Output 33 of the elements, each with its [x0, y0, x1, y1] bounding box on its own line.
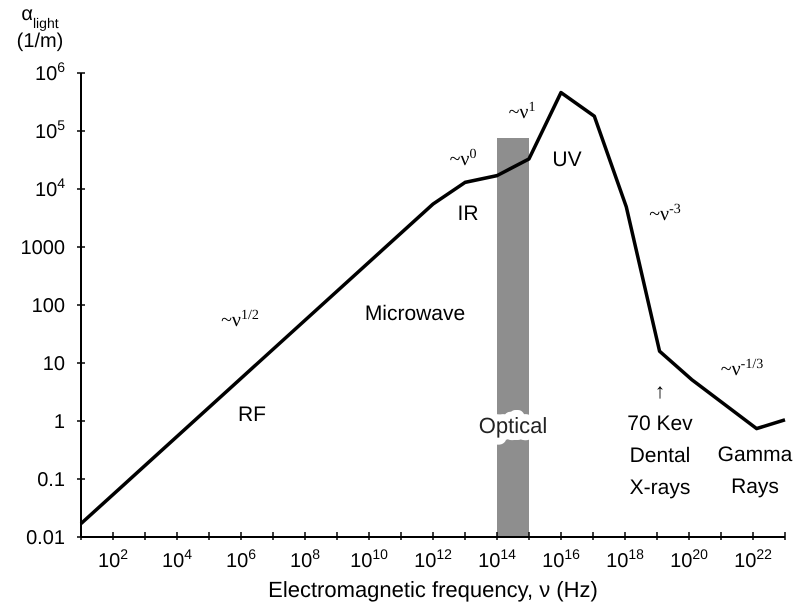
- annotation: Microwave: [364, 302, 466, 325]
- y-tick-label: 10$^{6}$: [34, 59, 66, 85]
- y-tick-label: 10: [42, 353, 65, 375]
- x-tick-label: 10$^{2}$: [98, 546, 128, 572]
- annotation: RF: [238, 403, 266, 426]
- x-axis-title: Electromagnetic frequency, ν (Hz): [268, 577, 598, 602]
- x-tick-label: 10$^{22}$: [734, 546, 772, 572]
- x-tick-label: 10$^{14}$: [478, 546, 516, 572]
- annotation: ↑ 70 Kev Dental X-rays: [627, 380, 694, 499]
- annotation: ~ν$^{1}$: [508, 100, 536, 123]
- x-tick-label: 10$^{4}$: [162, 546, 192, 572]
- y-tick-label: 100: [32, 295, 65, 317]
- x-tick-label: 10$^{6}$: [226, 546, 256, 572]
- x-tick-label: 10$^{16}$: [542, 546, 580, 572]
- annotation: ~ν$^{-3}$: [649, 202, 681, 225]
- x-tick-label: 10$^{8}$: [290, 546, 320, 572]
- annotation: Gamma Rays: [718, 443, 793, 498]
- y-tick-label: 1: [54, 411, 65, 433]
- annotation: ~ν$^{1/2}$: [221, 308, 259, 331]
- annotation: ~ν$^{-1/3}$: [720, 356, 764, 380]
- y-tick-label: 1000: [20, 237, 65, 259]
- x-tick-label: 10$^{18}$: [606, 546, 644, 572]
- annotation: UV: [552, 148, 582, 171]
- y-tick-label: 0.1: [37, 469, 65, 491]
- y-tick-label: 10$^{4}$: [34, 175, 66, 201]
- x-tick-label: 10$^{12}$: [414, 546, 452, 572]
- y-axis-title: α$_{light}$ (1/m): [16, 3, 64, 52]
- x-tick-label: 10$^{10}$: [350, 546, 388, 572]
- annotation: IR: [458, 202, 478, 225]
- y-tick-label: 0.01: [26, 527, 65, 549]
- annotation: ~ν$^{0}$: [450, 146, 476, 170]
- x-tick-label: 10$^{20}$: [670, 546, 708, 572]
- y-tick-label: 10$^{5}$: [34, 117, 66, 143]
